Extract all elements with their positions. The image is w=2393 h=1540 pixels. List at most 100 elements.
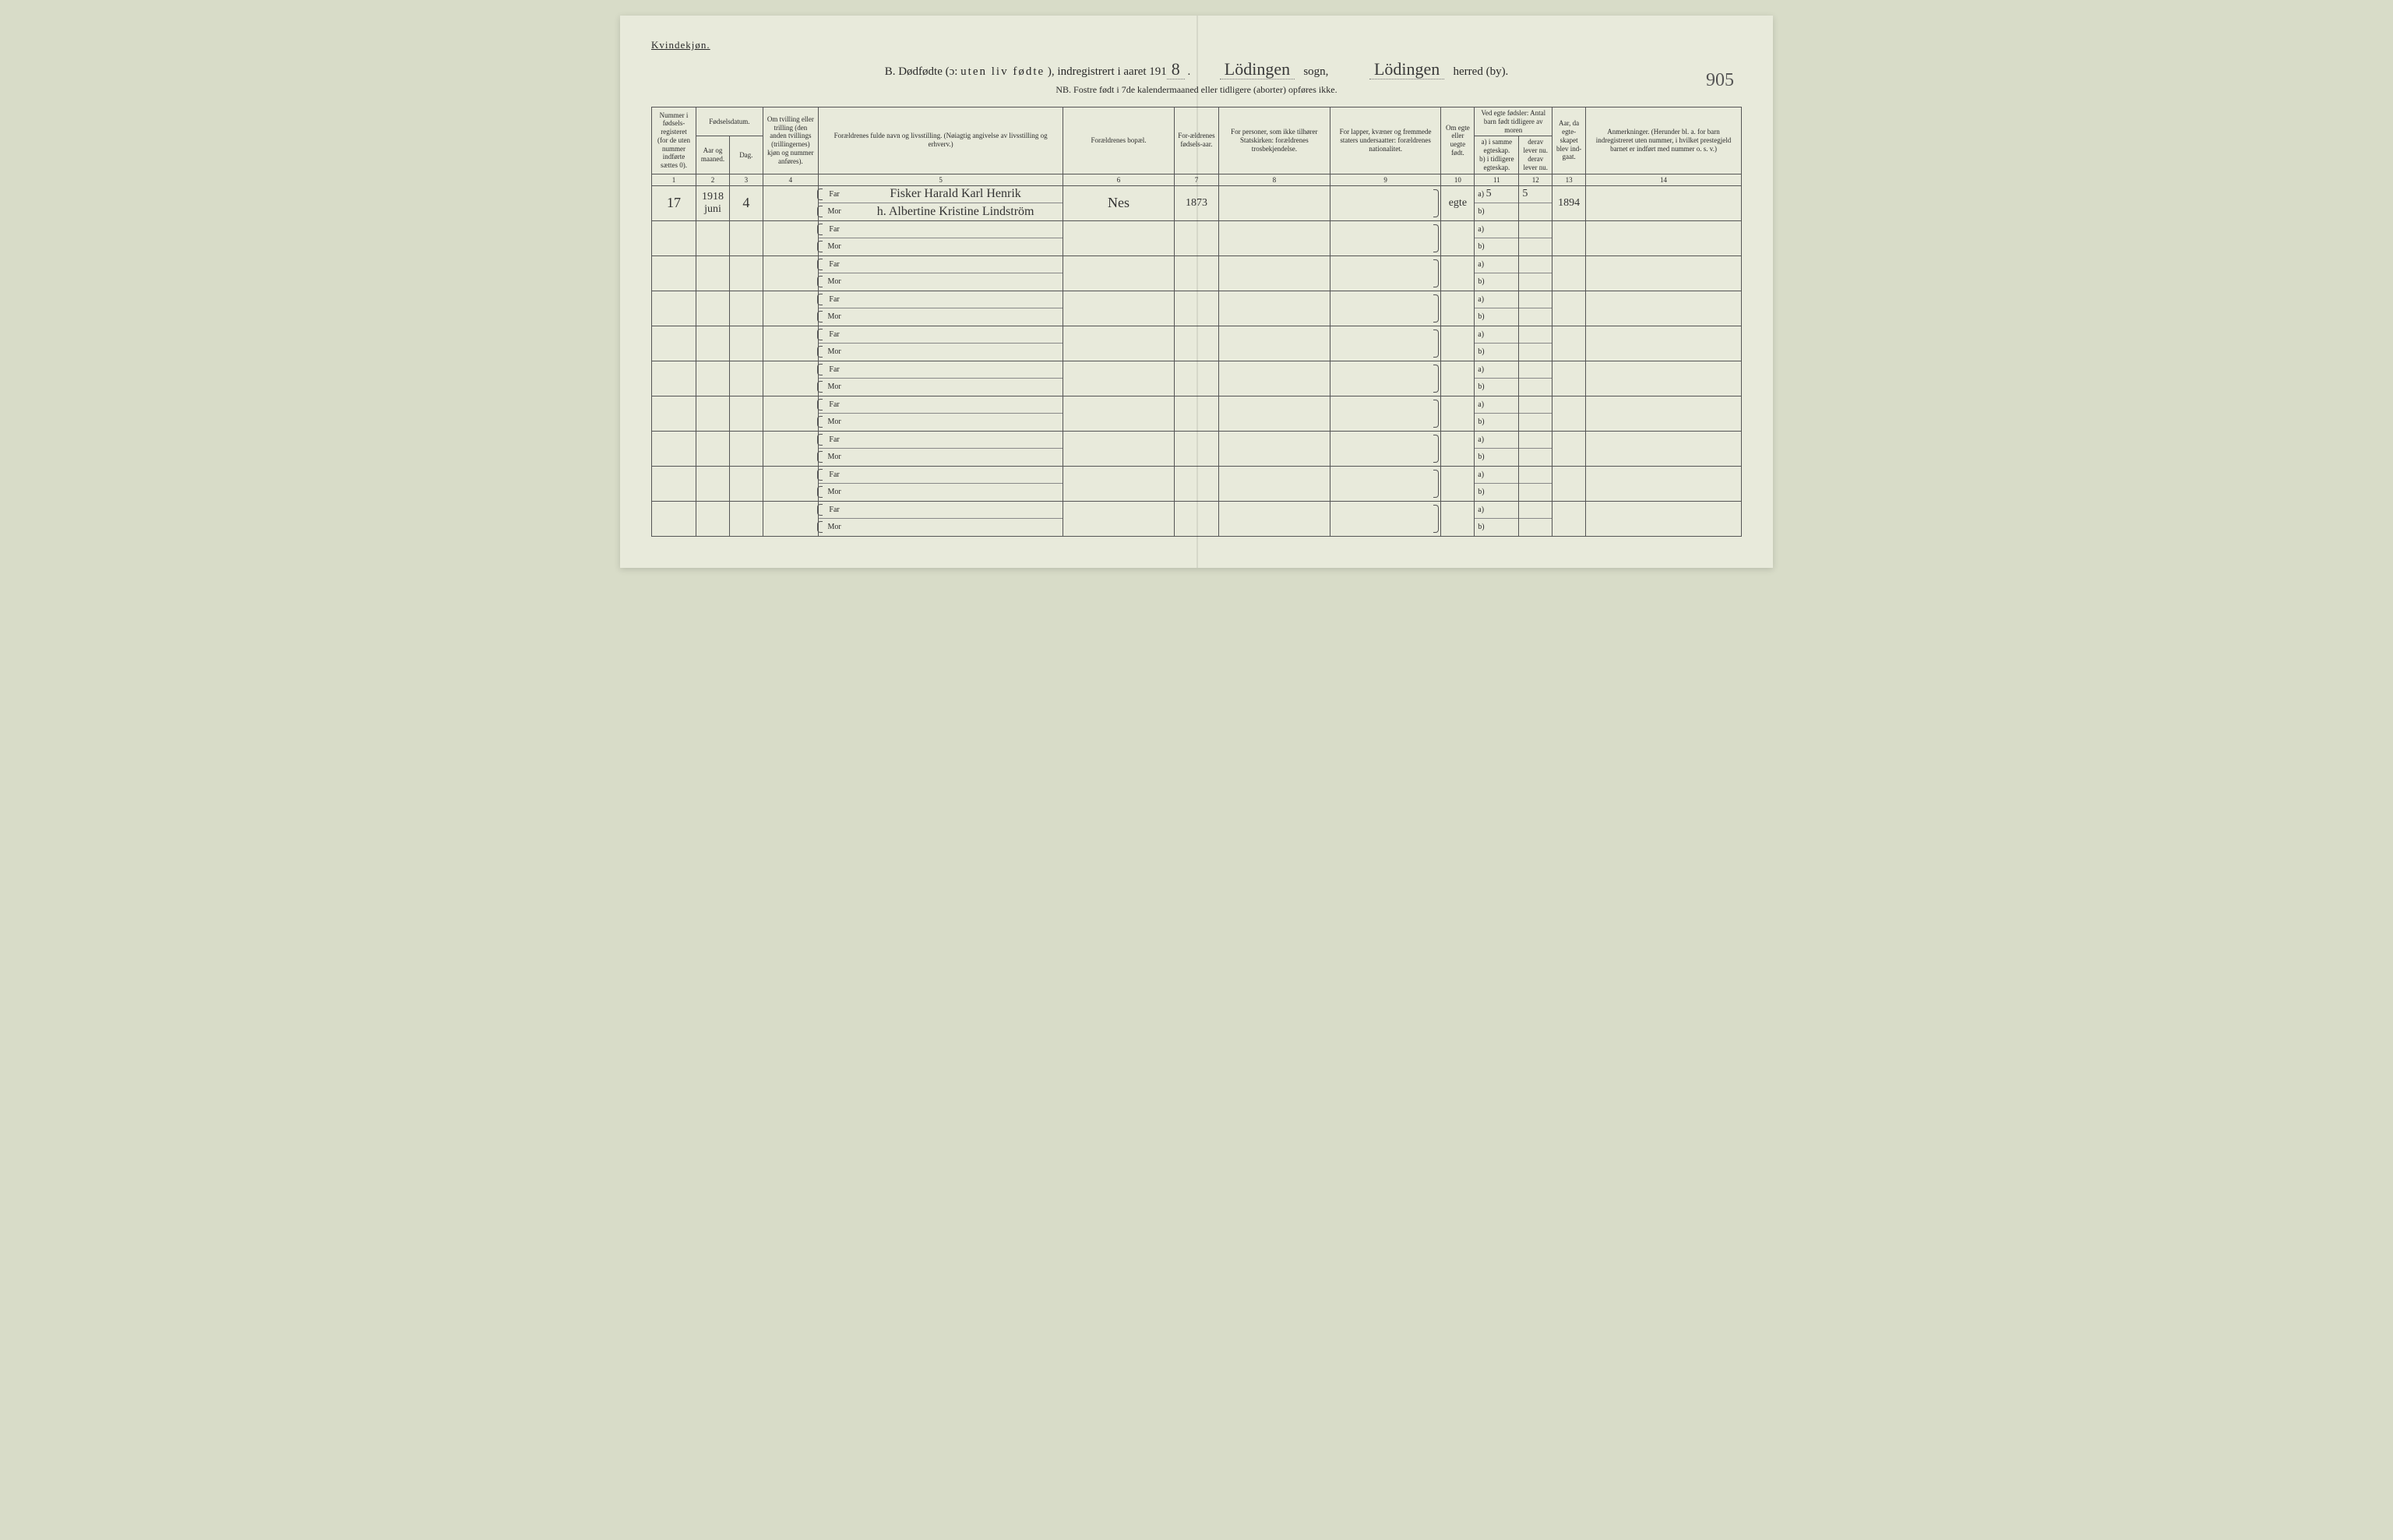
cell-twin bbox=[763, 431, 818, 466]
cell-egte bbox=[1441, 361, 1475, 396]
cell-twin bbox=[763, 220, 818, 255]
cell-bopael bbox=[1063, 291, 1175, 326]
cell-year-month bbox=[696, 326, 730, 361]
cell-antal: a) b) bbox=[1475, 255, 1519, 291]
cell-nationalitet bbox=[1330, 466, 1441, 501]
cell-num bbox=[652, 291, 696, 326]
cell-faar bbox=[1174, 501, 1218, 536]
cell-antal: a) b) bbox=[1475, 220, 1519, 255]
cell-parents: FarMor bbox=[819, 220, 1063, 255]
cell-tros bbox=[1218, 220, 1330, 255]
cell-num bbox=[652, 220, 696, 255]
col-13: Aar, da egte-skapet blev ind-gaat. bbox=[1552, 107, 1586, 174]
table-row: FarMor a) b) bbox=[652, 396, 1742, 431]
cell-parents: FarMor bbox=[819, 291, 1063, 326]
table-row: FarMora) b) bbox=[652, 466, 1742, 501]
cell-lever bbox=[1519, 255, 1552, 291]
col-2a: Aar og maaned. bbox=[696, 136, 730, 174]
table-row: FarMor a) b) bbox=[652, 255, 1742, 291]
cell-nationalitet bbox=[1330, 431, 1441, 466]
colnum: 9 bbox=[1330, 174, 1441, 185]
cell-lever bbox=[1519, 396, 1552, 431]
table-row: FarMora) b) bbox=[652, 291, 1742, 326]
cell-parents: FarMor bbox=[819, 466, 1063, 501]
gender-label: Kvindekjøn. bbox=[651, 39, 1742, 51]
cell-twin bbox=[763, 291, 818, 326]
cell-antal: a) b) bbox=[1475, 361, 1519, 396]
cell-faar bbox=[1174, 326, 1218, 361]
cell-anm bbox=[1586, 396, 1742, 431]
cell-bopael bbox=[1063, 326, 1175, 361]
cell-antal: a) b) bbox=[1475, 431, 1519, 466]
cell-nationalitet bbox=[1330, 326, 1441, 361]
table-header: Nummer i fødsels-registeret (for de uten… bbox=[652, 107, 1742, 186]
cell-day bbox=[729, 466, 763, 501]
table-row: 171918juni4FarFisker Harald Karl HenrikM… bbox=[652, 185, 1742, 220]
col-11-group: Ved egte fødsler: Antal barn født tidlig… bbox=[1475, 107, 1552, 136]
cell-egte bbox=[1441, 255, 1475, 291]
register-page: Kvindekjøn. B. Dødfødte (ɔ: uten liv fød… bbox=[620, 16, 1773, 568]
cell-nationalitet bbox=[1330, 185, 1441, 220]
cell-faar bbox=[1174, 466, 1218, 501]
cell-antal: a) b) bbox=[1475, 501, 1519, 536]
cell-year-month bbox=[696, 396, 730, 431]
cell-day bbox=[729, 326, 763, 361]
cell-bopael bbox=[1063, 396, 1175, 431]
cell-nationalitet bbox=[1330, 220, 1441, 255]
cell-parents: FarMor bbox=[819, 255, 1063, 291]
col-11a-a: a) i samme egteskap. bbox=[1478, 138, 1515, 155]
cell-num bbox=[652, 361, 696, 396]
colnum: 11 bbox=[1475, 174, 1519, 185]
cell-lever bbox=[1519, 466, 1552, 501]
cell-faar bbox=[1174, 361, 1218, 396]
cell-lever bbox=[1519, 501, 1552, 536]
sogn-value: Lödingen bbox=[1220, 59, 1295, 79]
cell-anm bbox=[1586, 255, 1742, 291]
cell-egte bbox=[1441, 501, 1475, 536]
cell-year-month bbox=[696, 220, 730, 255]
colnum: 14 bbox=[1586, 174, 1742, 185]
herred-label: herred (by). bbox=[1454, 65, 1509, 78]
year-digit: 8 bbox=[1167, 59, 1185, 79]
cell-lever bbox=[1519, 431, 1552, 466]
col-11a: a) i samme egteskap. b) i tidligere egte… bbox=[1475, 136, 1519, 174]
table-row: FarMor a) b) bbox=[652, 220, 1742, 255]
cell-year-month bbox=[696, 466, 730, 501]
col-9: For lapper, kvæner og fremmede staters u… bbox=[1330, 107, 1441, 174]
cell-day bbox=[729, 291, 763, 326]
register-table: Nummer i fødsels-registeret (for de uten… bbox=[651, 107, 1742, 537]
cell-parents: FarMor bbox=[819, 326, 1063, 361]
cell-day bbox=[729, 501, 763, 536]
cell-lever bbox=[1519, 291, 1552, 326]
title-suffix: ), indregistrert i aaret 191 bbox=[1048, 65, 1167, 78]
cell-tros bbox=[1218, 361, 1330, 396]
cell-nationalitet bbox=[1330, 255, 1441, 291]
cell-parents: FarMor bbox=[819, 396, 1063, 431]
cell-anm bbox=[1586, 361, 1742, 396]
cell-nationalitet bbox=[1330, 501, 1441, 536]
cell-day bbox=[729, 220, 763, 255]
page-number: 905 bbox=[1706, 70, 1734, 91]
col-4: Om tvilling eller trilling (den anden tv… bbox=[763, 107, 818, 174]
cell-anm bbox=[1586, 501, 1742, 536]
cell-twin bbox=[763, 466, 818, 501]
cell-egte bbox=[1441, 396, 1475, 431]
cell-twin bbox=[763, 185, 818, 220]
cell-lever: 5 bbox=[1519, 185, 1552, 220]
colnum: 12 bbox=[1519, 174, 1552, 185]
cell-tros bbox=[1218, 501, 1330, 536]
cell-faar bbox=[1174, 396, 1218, 431]
cell-antal: a) b) bbox=[1475, 396, 1519, 431]
colnum: 7 bbox=[1174, 174, 1218, 185]
col-5: Forældrenes fulde navn og livsstilling. … bbox=[819, 107, 1063, 174]
colnum: 8 bbox=[1218, 174, 1330, 185]
cell-aar-egte bbox=[1552, 396, 1586, 431]
cell-day: 4 bbox=[729, 185, 763, 220]
cell-faar bbox=[1174, 255, 1218, 291]
cell-bopael bbox=[1063, 466, 1175, 501]
cell-bopael bbox=[1063, 220, 1175, 255]
cell-parents: FarFisker Harald Karl HenrikMorh. Albert… bbox=[819, 185, 1063, 220]
col-6: Forældrenes bopæl. bbox=[1063, 107, 1175, 174]
cell-tros bbox=[1218, 255, 1330, 291]
cell-num bbox=[652, 431, 696, 466]
